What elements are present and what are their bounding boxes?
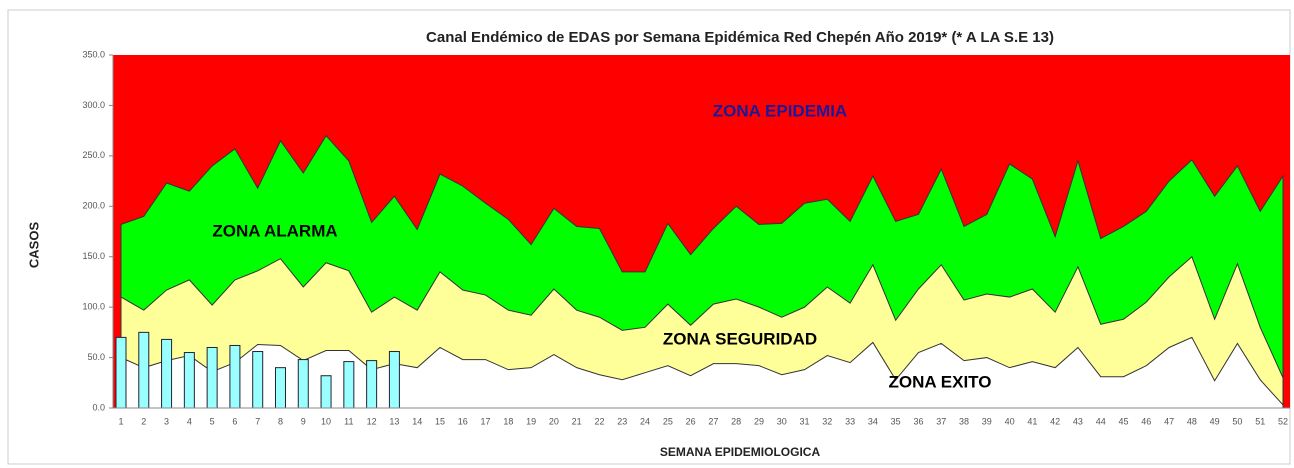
bar (161, 338, 173, 409)
x-tick-label: 2 (141, 416, 146, 426)
x-tick-label: 45 (1119, 416, 1129, 426)
bar (366, 360, 378, 409)
x-tick-label: 6 (232, 416, 237, 426)
x-tick-label: 15 (435, 416, 445, 426)
zone-label: ZONA ALARMA (212, 221, 337, 240)
x-tick-label: 9 (301, 416, 306, 426)
x-tick-label: 29 (754, 416, 764, 426)
x-tick-label: 3 (164, 416, 169, 426)
y-tick-label: 150.0 (82, 251, 105, 261)
x-tick-label: 1 (118, 416, 123, 426)
x-tick-label: 50 (1232, 416, 1242, 426)
y-tick-label: 50.0 (87, 352, 105, 362)
chart-title: Canal Endémico de EDAS por Semana Epidém… (426, 29, 1054, 46)
x-tick-label: 41 (1027, 416, 1037, 426)
x-tick-label: 7 (255, 416, 260, 426)
x-tick-label: 38 (959, 416, 969, 426)
x-tick-label: 27 (708, 416, 718, 426)
zone-label: ZONA EPIDEMIA (713, 101, 847, 120)
bar (297, 359, 309, 409)
bar (388, 351, 400, 409)
x-tick-label: 20 (549, 416, 559, 426)
x-tick-label: 12 (367, 416, 377, 426)
x-tick-label: 18 (503, 416, 513, 426)
x-tick-label: 47 (1164, 416, 1174, 426)
x-tick-label: 21 (572, 416, 582, 426)
x-tick-label: 14 (412, 416, 422, 426)
bar (252, 351, 264, 409)
bar (115, 336, 127, 409)
bar (343, 361, 355, 409)
x-tick-label: 31 (800, 416, 810, 426)
x-tick-label: 37 (936, 416, 946, 426)
y-tick-label: 250.0 (82, 150, 105, 160)
bar (274, 367, 286, 409)
y-tick-label: 200.0 (82, 201, 105, 211)
x-tick-label: 23 (617, 416, 627, 426)
zone-label: ZONA EXITO (889, 372, 992, 391)
bar (138, 331, 150, 409)
x-tick-label: 33 (845, 416, 855, 426)
x-tick-label: 44 (1096, 416, 1106, 426)
x-axis-label: SEMANA EPIDEMIOLOGICA (660, 445, 821, 459)
x-tick-label: 34 (868, 416, 878, 426)
x-tick-label: 13 (389, 416, 399, 426)
x-tick-label: 46 (1141, 416, 1151, 426)
x-tick-label: 16 (458, 416, 468, 426)
y-axis-label: CASOS (26, 222, 41, 269)
x-tick-label: 40 (1005, 416, 1015, 426)
y-tick-label: 100.0 (82, 302, 105, 312)
bar (320, 375, 332, 409)
x-tick-label: 17 (481, 416, 491, 426)
x-tick-label: 24 (640, 416, 650, 426)
x-tick-label: 5 (210, 416, 215, 426)
x-tick-label: 43 (1073, 416, 1083, 426)
x-tick-label: 11 (344, 416, 353, 426)
bar (206, 346, 218, 409)
x-tick-label: 4 (187, 416, 192, 426)
bar (229, 344, 241, 409)
x-tick-label: 51 (1255, 416, 1265, 426)
x-tick-label: 22 (594, 416, 604, 426)
x-tick-label: 8 (278, 416, 283, 426)
y-tick-label: 350.0 (82, 49, 105, 59)
y-tick-label: 300.0 (82, 100, 105, 110)
x-tick-label: 10 (321, 416, 331, 426)
x-tick-label: 48 (1187, 416, 1197, 426)
x-tick-label: 35 (891, 416, 901, 426)
x-tick-label: 36 (913, 416, 923, 426)
x-tick-label: 32 (822, 416, 832, 426)
zone-label: ZONA SEGURIDAD (663, 329, 817, 348)
x-tick-label: 30 (777, 416, 787, 426)
y-tick-label: 0.0 (92, 402, 105, 412)
x-tick-label: 25 (663, 416, 673, 426)
x-tick-label: 52 (1278, 416, 1288, 426)
x-tick-label: 49 (1210, 416, 1220, 426)
x-tick-label: 42 (1050, 416, 1060, 426)
x-tick-label: 26 (686, 416, 696, 426)
x-tick-label: 39 (982, 416, 992, 426)
x-tick-label: 28 (731, 416, 741, 426)
bar (183, 352, 195, 409)
x-tick-label: 19 (526, 416, 536, 426)
